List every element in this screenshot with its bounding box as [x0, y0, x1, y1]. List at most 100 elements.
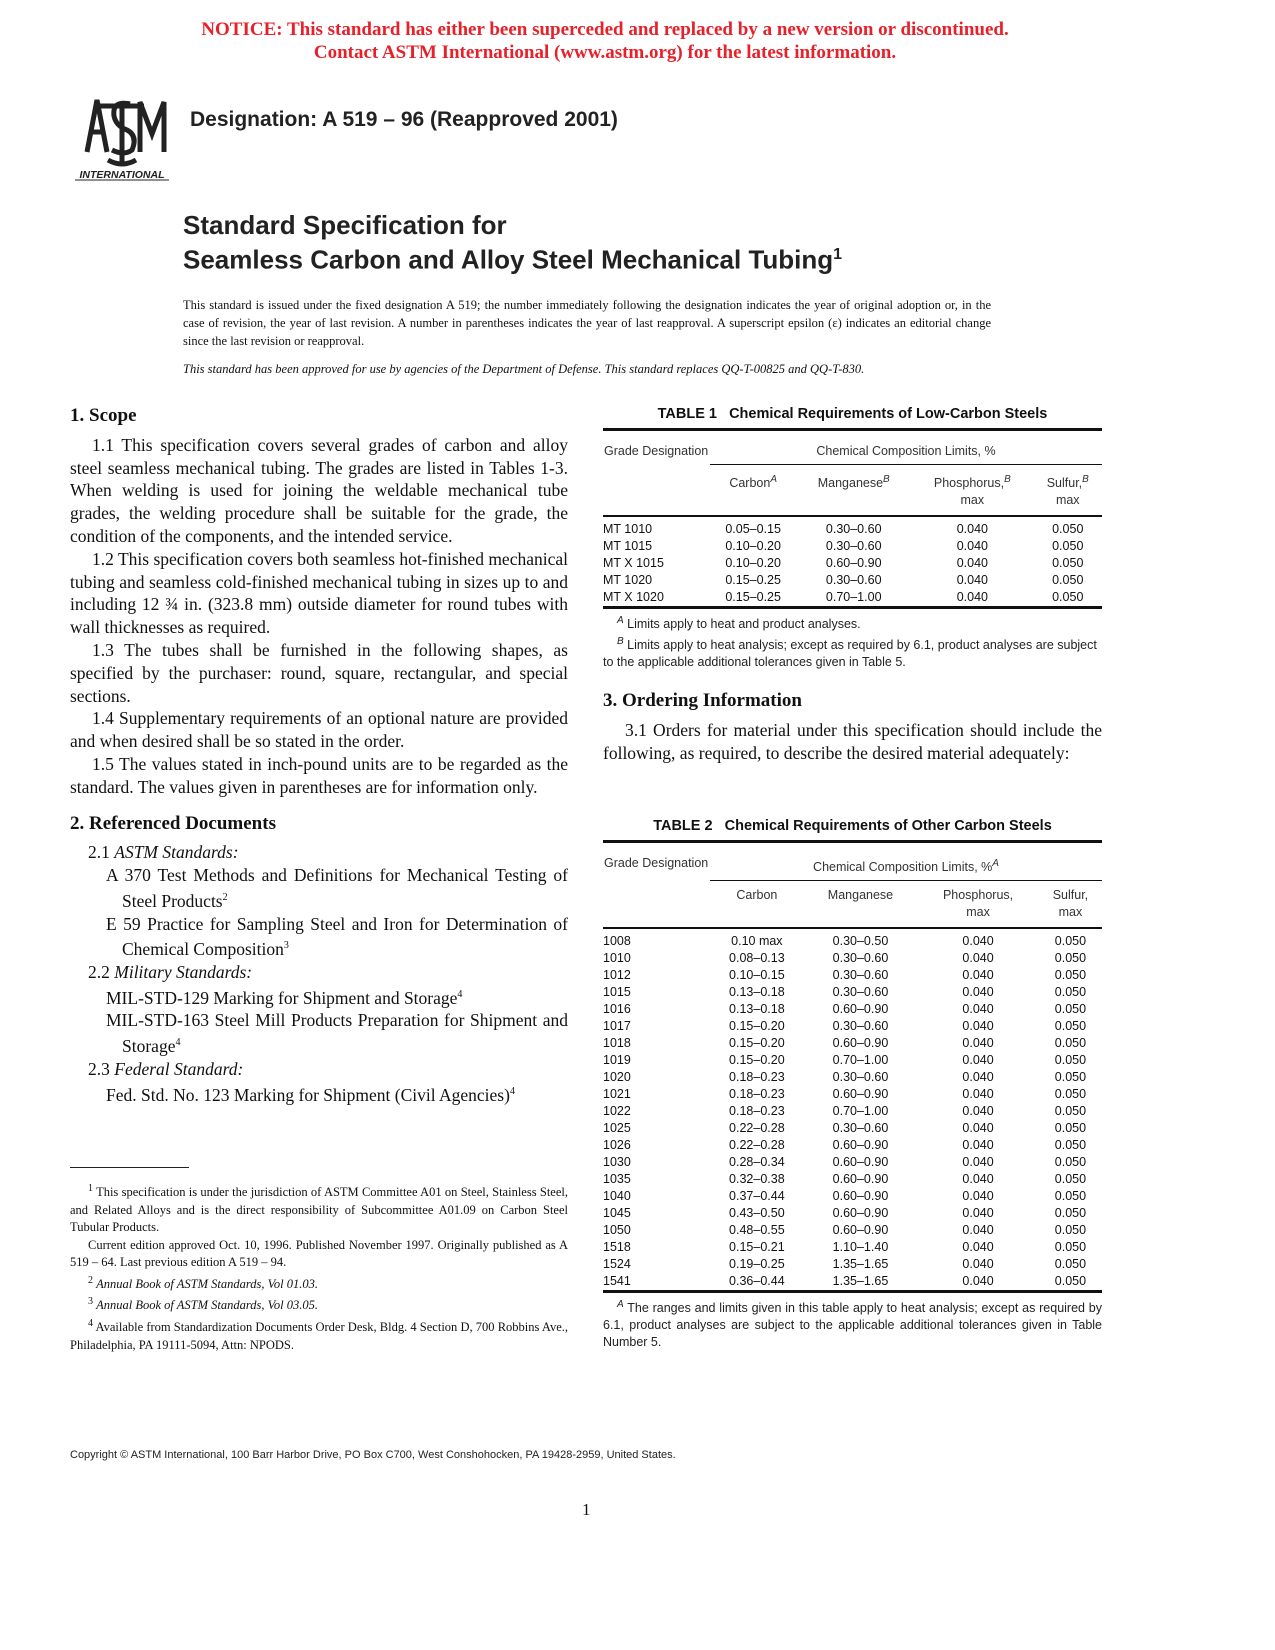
manganese-cell: 0.30–0.60	[832, 968, 889, 983]
grade-cell: 1015	[603, 985, 631, 1000]
sulfur-cell: 0.050	[1054, 1257, 1087, 1272]
carbon-cell: 0.15–0.20	[729, 1019, 785, 1034]
carbon-cell: 0.28–0.34	[729, 1155, 785, 1170]
grade-cell: 1541	[603, 1274, 631, 1289]
manganese-cell: 1.35–1.65	[832, 1257, 889, 1272]
phosphorus-cell: 0.040	[962, 1087, 994, 1102]
sulfur-cell: 0.050	[1054, 1019, 1087, 1034]
table-row: 1541 0.36–0.44 1.35–1.65 0.040 0.050	[603, 1273, 1102, 1292]
manganese-cell: 0.30–0.60	[825, 522, 882, 537]
carbon-cell: 0.22–0.28	[729, 1121, 785, 1136]
phosphorus-cell: 0.040	[962, 1053, 994, 1068]
phosphorus-cell: 0.040	[962, 968, 994, 983]
grade-cell: 1518	[603, 1240, 631, 1255]
grade-cell: 1022	[603, 1104, 631, 1119]
sulfur-cell: 0.050	[1054, 1274, 1087, 1289]
carbon-cell: 0.37–0.44	[729, 1189, 785, 1204]
grade-cell: MT 1020	[603, 573, 653, 588]
reference-mil163: MIL-STD-163 Steel Mill Products Preparat…	[88, 1009, 568, 1057]
grade-header: Grade Designation	[604, 444, 709, 458]
table-row: 1017 0.15–0.20 0.30–0.60 0.040 0.050	[603, 1018, 1102, 1035]
manganese-cell: 0.30–0.50	[832, 934, 889, 949]
table-row: 1518 0.15–0.21 1.10–1.40 0.040 0.050	[603, 1239, 1102, 1256]
manganese-cell: 0.60–0.90	[832, 1189, 889, 1204]
carbon-cell: 0.18–0.23	[729, 1087, 785, 1102]
col-manganese: Manganese	[827, 888, 894, 903]
grade-cell: MT 1015	[603, 539, 653, 554]
table-row: 1021 0.18–0.23 0.60–0.90 0.040 0.050	[603, 1086, 1102, 1103]
grade-cell: 1026	[603, 1138, 631, 1153]
footnote-text: Available from Standardization Documents…	[70, 1320, 568, 1352]
notice-line-2: Contact ASTM International (www.astm.org…	[313, 42, 897, 63]
composition-header: Chemical Composition Limits, %A	[710, 841, 1102, 882]
grade-cell: 1035	[603, 1172, 631, 1187]
carbon-cell: 0.22–0.28	[729, 1138, 785, 1153]
grade-cell: MT X 1020	[603, 590, 664, 605]
sulfur-cell: 0.050	[1052, 590, 1084, 605]
sulfur-cell: 0.050	[1054, 985, 1087, 1000]
carbon-cell: 0.10–0.20	[725, 556, 781, 571]
footnote-ref: 3	[283, 940, 289, 952]
manganese-cell: 0.30–0.60	[832, 1019, 889, 1034]
sulfur-cell: 0.050	[1054, 1104, 1087, 1119]
table-2-note-a: A The ranges and limits given in this ta…	[603, 1299, 1102, 1350]
col-phosphorus: Phosphorus, max	[942, 888, 1014, 920]
grade-cell: 1040	[603, 1189, 631, 1204]
sulfur-cell: 0.050	[1054, 1189, 1087, 1204]
phosphorus-cell: 0.040	[962, 1240, 994, 1255]
table-row: MT X 1015 0.10–0.20 0.60–0.90 0.040 0.050	[603, 555, 1102, 572]
table-row: 1015 0.13–0.18 0.30–0.60 0.040 0.050	[603, 984, 1102, 1001]
footnote-1: 1 This specification is under the jurisd…	[70, 1183, 568, 1235]
carbon-cell: 0.15–0.21	[729, 1240, 785, 1255]
footnote-ref: 2	[222, 891, 228, 903]
scope-para: 1.1 This specification covers several gr…	[70, 434, 568, 546]
carbon-cell: 0.15–0.25	[725, 573, 781, 588]
phosphorus-cell: 0.040	[962, 1036, 994, 1051]
scope-para: 1.2 This specification covers both seaml…	[70, 548, 568, 638]
dod-note: This standard has been approved for use …	[183, 362, 865, 376]
manganese-cell: 0.30–0.60	[832, 985, 889, 1000]
title-line-2: Seamless Carbon and Alloy Steel Mechanic…	[183, 244, 834, 275]
phosphorus-cell: 0.040	[962, 1070, 994, 1085]
phosphorus-cell: 0.040	[962, 934, 994, 949]
table-2: TABLE 2 Chemical Requirements of Other C…	[603, 818, 1102, 1351]
ordering-heading: 3. Ordering Information	[603, 690, 802, 711]
title-footnote-ref: 1	[833, 246, 843, 263]
phosphorus-cell: 0.040	[962, 1189, 994, 1204]
sulfur-cell: 0.050	[1054, 1240, 1087, 1255]
manganese-cell: 1.35–1.65	[832, 1274, 889, 1289]
sulfur-cell: 0.050	[1054, 1223, 1087, 1238]
manganese-cell: 0.60–0.90	[832, 1087, 889, 1102]
table-row: 1524 0.19–0.25 1.35–1.65 0.040 0.050	[603, 1256, 1102, 1273]
sulfur-cell: 0.050	[1054, 1002, 1087, 1017]
carbon-cell: 0.05–0.15	[725, 522, 781, 537]
col-carbon: CarbonA	[729, 474, 777, 491]
scope-heading: 1. Scope	[70, 405, 137, 426]
manganese-cell: 0.30–0.60	[825, 539, 882, 554]
sulfur-cell: 0.050	[1054, 951, 1087, 966]
footnote-divider	[70, 1167, 189, 1168]
manganese-cell: 0.60–0.90	[832, 1223, 889, 1238]
footnote-ref: 4	[457, 988, 463, 1000]
carbon-cell: 0.48–0.55	[729, 1223, 785, 1238]
sulfur-cell: 0.050	[1054, 1121, 1087, 1136]
grade-cell: MT X 1015	[603, 556, 664, 571]
sulfur-cell: 0.050	[1054, 1087, 1087, 1102]
manganese-cell: 1.10–1.40	[832, 1240, 889, 1255]
footnote-4: 4 Available from Standardization Documen…	[70, 1317, 568, 1352]
footnote-2: 2 Annual Book of ASTM Standards, Vol 01.…	[88, 1274, 318, 1291]
table-row: MT 1020 0.15–0.25 0.30–0.60 0.040 0.050	[603, 572, 1102, 589]
reference-text: A 370 Test Methods and Definitions for M…	[106, 865, 568, 911]
scope-para: 1.3 The tubes shall be furnished in the …	[70, 639, 568, 706]
document-title: Standard Specification for Seamless Carb…	[183, 210, 842, 275]
table-1-note-b: B Limits apply to heat analysis; except …	[603, 636, 1097, 670]
section-number: 2.3	[88, 1058, 115, 1079]
phosphorus-cell: 0.040	[956, 522, 988, 537]
phosphorus-cell: 0.040	[962, 1002, 994, 1017]
manganese-cell: 0.60–0.90	[832, 1206, 889, 1221]
carbon-cell: 0.32–0.38	[729, 1172, 785, 1187]
grade-cell: 1020	[603, 1070, 631, 1085]
sulfur-cell: 0.050	[1054, 1138, 1087, 1153]
table-row: 1019 0.15–0.20 0.70–1.00 0.040 0.050	[603, 1052, 1102, 1069]
phosphorus-cell: 0.040	[962, 1206, 994, 1221]
